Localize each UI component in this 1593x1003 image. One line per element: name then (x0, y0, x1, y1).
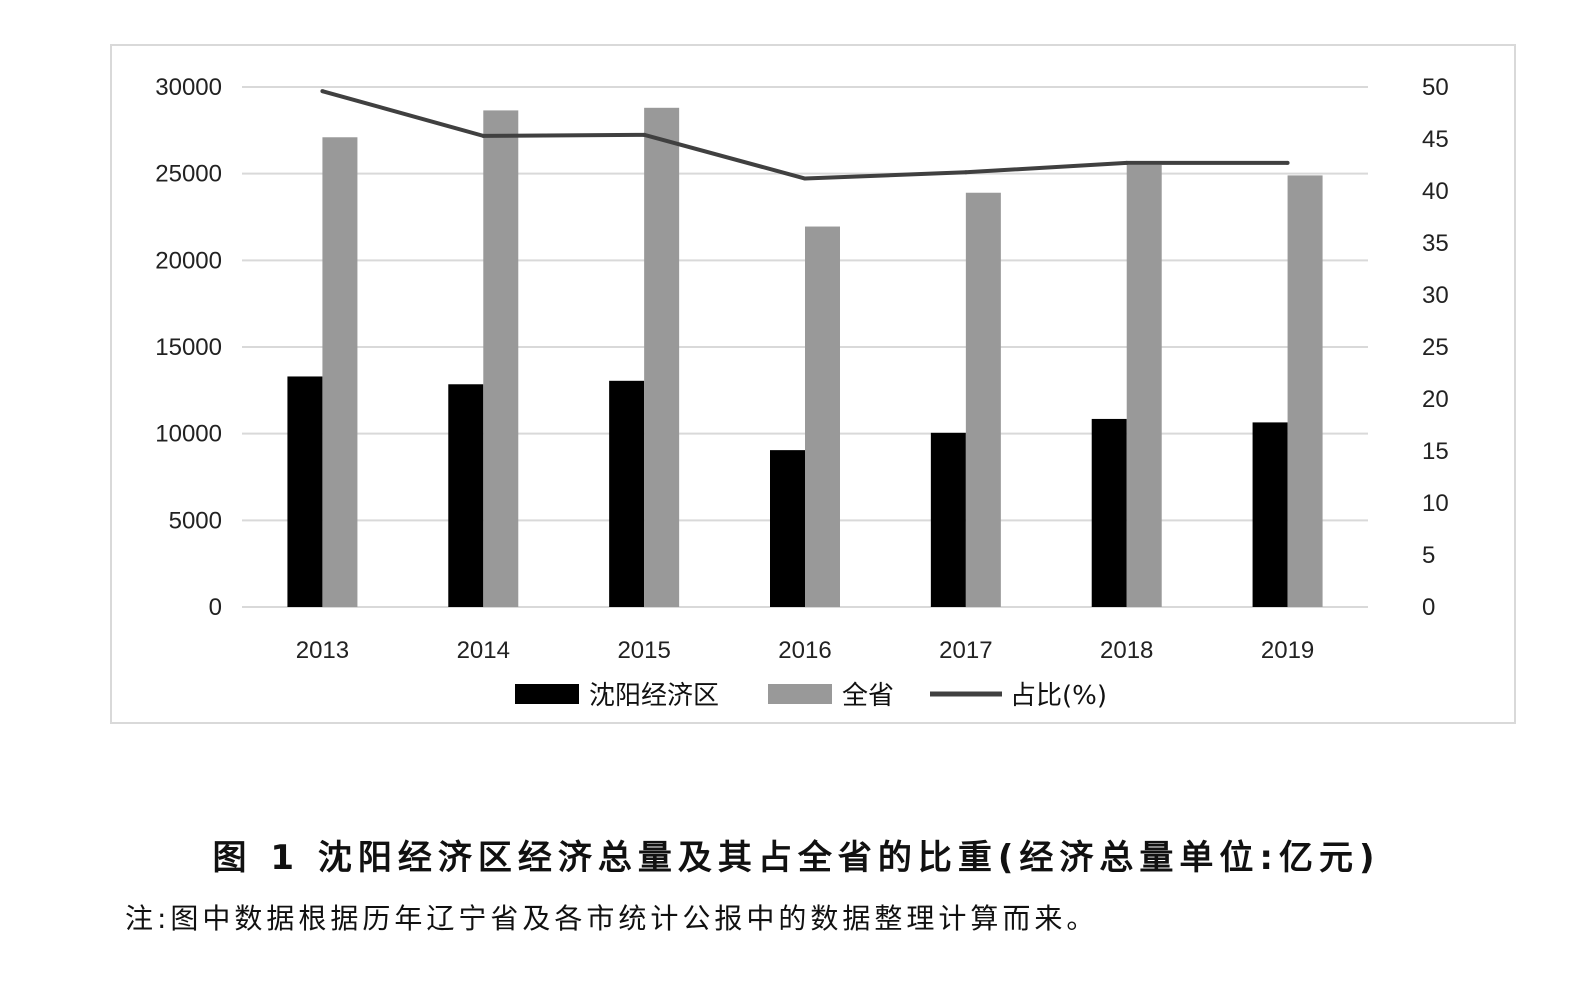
legend-swatch (768, 684, 832, 704)
y-right-tick-label: 35 (1422, 230, 1449, 257)
bar-province (1287, 175, 1323, 607)
y-left-tick-label: 20000 (155, 247, 222, 274)
x-axis: 2013 2014 2015 2016 2017 2018 2019 (296, 637, 1315, 664)
x-tick-label: 2013 (296, 637, 349, 664)
combo-chart: 0 5000 10000 15000 20000 25000 30000 0 5 10 15 20 2… (155, 74, 1449, 711)
figure-caption: 图 1 沈阳经济区经济总量及其占全省的比重(经济总量单位:亿元) (212, 838, 1381, 878)
y-left-tick-label: 30000 (155, 74, 222, 101)
bar-province (644, 107, 680, 608)
y-right-tick-label: 45 (1422, 126, 1449, 153)
y-right-tick-label: 5 (1422, 542, 1435, 569)
y-right-tick-label: 25 (1422, 334, 1449, 361)
x-tick-label: 2018 (1100, 637, 1153, 664)
bar-province (965, 192, 1001, 607)
chart-frame: 0 5000 10000 15000 20000 25000 30000 0 5 10 15 20 2… (110, 44, 1516, 724)
y-axis-right: 0 5 10 15 20 25 30 35 40 45 50 (1422, 74, 1449, 621)
bar-shenyang (609, 380, 645, 607)
line-point (642, 132, 647, 137)
y-right-tick-label: 15 (1422, 438, 1449, 465)
x-tick-label: 2015 (617, 637, 670, 664)
y-right-tick-label: 20 (1422, 386, 1449, 413)
bar-province (322, 137, 358, 607)
line-point (1124, 160, 1129, 165)
legend-label: 占比(%) (1010, 681, 1107, 711)
bar-province (1126, 165, 1162, 607)
legend-label: 沈阳经济区 (589, 681, 719, 711)
bar-province (805, 226, 840, 608)
y-left-tick-label: 10000 (155, 421, 222, 448)
bar-shenyang (448, 384, 484, 607)
line-point (1285, 160, 1290, 165)
bar-shenyang (770, 450, 805, 607)
figure-note: 注:图中数据根据历年辽宁省及各市统计公报中的数据整理计算而来。 (125, 902, 1099, 935)
bar-shenyang (287, 376, 323, 607)
line-point (963, 170, 968, 175)
bars (287, 107, 1323, 608)
bar-province (483, 110, 519, 608)
bar-shenyang (930, 432, 966, 607)
line-point (481, 133, 486, 138)
x-tick-label: 2017 (939, 637, 992, 664)
x-tick-label: 2014 (457, 637, 510, 664)
ratio-line (320, 89, 1290, 181)
x-tick-label: 2016 (778, 637, 831, 664)
y-right-tick-label: 30 (1422, 282, 1449, 309)
line-point (803, 176, 807, 181)
bar-shenyang (1252, 422, 1288, 607)
bar-shenyang (1091, 418, 1127, 607)
y-left-tick-label: 25000 (155, 161, 222, 188)
y-left-tick-label: 5000 (169, 507, 222, 534)
x-tick-label: 2019 (1261, 637, 1314, 664)
y-axis-left: 0 5000 10000 15000 20000 25000 30000 (155, 74, 222, 621)
line-point (320, 89, 325, 94)
y-right-tick-label: 0 (1422, 594, 1435, 621)
legend-label: 全省 (842, 681, 894, 711)
y-right-tick-label: 40 (1422, 178, 1449, 205)
y-right-tick-label: 10 (1422, 490, 1449, 517)
y-left-tick-label: 0 (209, 594, 222, 621)
y-right-tick-label: 50 (1422, 74, 1449, 101)
legend-swatch (515, 684, 579, 704)
legend: 沈阳经济区 全省 占比(%) (515, 681, 1107, 711)
y-left-tick-label: 15000 (155, 334, 222, 361)
